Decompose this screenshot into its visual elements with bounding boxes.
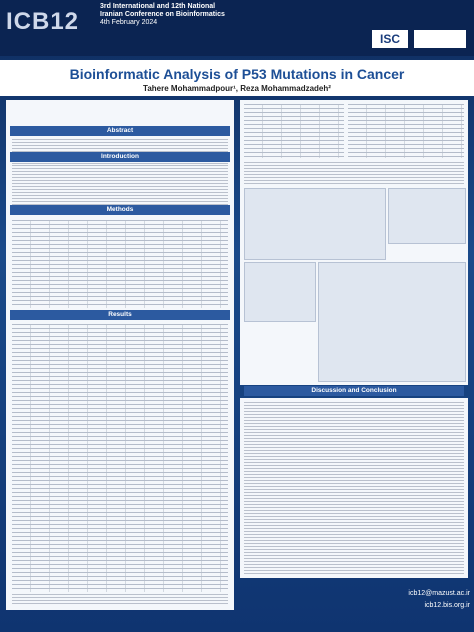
structure-figure (388, 188, 466, 244)
section-heading: Discussion and Conclusion (244, 386, 464, 396)
logo-text: ICB12 (6, 8, 80, 35)
contacts: icb12@mazust.ac.ir icb12.bis.org.ir (380, 588, 470, 612)
table-notes (244, 162, 464, 184)
references (12, 594, 228, 606)
conference-date: 4th February 2024 (100, 19, 158, 26)
discussion-text (244, 402, 464, 574)
authors: Tahere Mohammadpour¹, Reza Mohammadzadeh… (143, 84, 331, 93)
methods-table (12, 220, 228, 308)
variant-table (348, 104, 464, 158)
structure-figure (318, 262, 466, 382)
section-heading: Abstract (10, 126, 230, 136)
contact-website: icb12.bis.org.ir (424, 602, 470, 609)
title-band (0, 60, 474, 96)
alignment-figure (244, 188, 386, 260)
conference-line: 3rd International and 12th National (100, 3, 216, 10)
conference-name: 3rd International and 12th National Iran… (100, 3, 290, 27)
variant-table (244, 104, 344, 158)
isc-logo: ISC (372, 30, 408, 48)
section-heading: Introduction (10, 152, 230, 162)
section-heading: Results (10, 310, 230, 320)
poster-title: Bioinformatic Analysis of P53 Mutations … (69, 66, 405, 82)
conference-line: Iranian Conference on Bioinformatics (100, 11, 225, 18)
contact-email: icb12@mazust.ac.ir (408, 590, 470, 597)
structure-figure (244, 262, 316, 322)
results-table (12, 324, 228, 592)
section-heading: Methods (10, 205, 230, 215)
partner-logo (414, 30, 466, 48)
introduction-text (12, 165, 228, 205)
